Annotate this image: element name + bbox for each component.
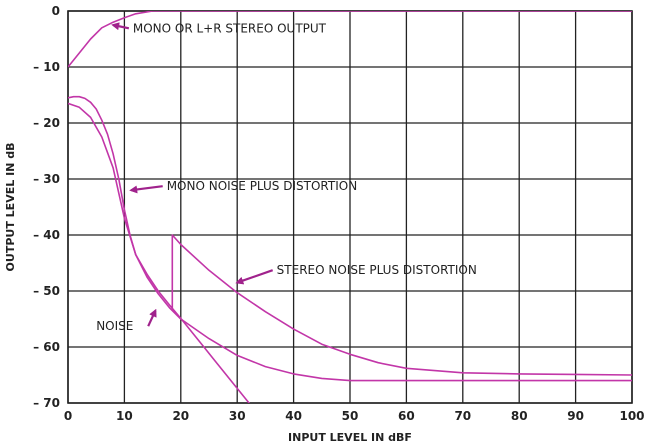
y-tick-label: – 50	[33, 284, 60, 298]
series-layer	[68, 11, 632, 403]
x-tick-label: 100	[619, 409, 644, 423]
series-line-2	[171, 234, 632, 376]
x-tick-label: 60	[398, 409, 415, 423]
series-line-1	[68, 95, 632, 382]
annotation-label: NOISE	[96, 319, 133, 333]
y-tick-label: – 40	[33, 228, 60, 242]
annotation-label: STEREO NOISE PLUS DISTORTION	[277, 263, 477, 277]
x-tick-label: 50	[342, 409, 359, 423]
annotation-arrow	[147, 308, 157, 327]
y-tick-label: – 70	[33, 396, 60, 410]
x-tick-label: 70	[454, 409, 471, 423]
tick-labels: 0 10 20 30 40 50 60 70 80 90 100 0 – 10 – 20 – 30 – 40 –…	[33, 4, 644, 423]
y-tick-label: – 20	[33, 116, 60, 130]
x-tick-label: 20	[172, 409, 189, 423]
series-line-0	[68, 11, 632, 68]
x-tick-label: 90	[567, 409, 584, 423]
annotation-label: MONO OR L+R STEREO OUTPUT	[133, 21, 327, 35]
y-tick-label: – 10	[33, 60, 60, 74]
y-axis-title: OUTPUT LEVEL IN dB	[4, 143, 17, 272]
annotations: MONO OR L+R STEREO OUTPUT MONO NOISE PLUS…	[96, 21, 477, 333]
annotation-label: MONO NOISE PLUS DISTORTION	[167, 179, 357, 193]
y-tick-label: – 30	[33, 172, 60, 186]
y-tick-label: – 60	[33, 340, 60, 354]
x-tick-label: 30	[229, 409, 246, 423]
annotation-arrow	[129, 185, 163, 194]
annotation-arrow	[111, 22, 130, 31]
x-axis-title: INPUT LEVEL IN dBF	[288, 431, 412, 444]
x-tick-label: 0	[64, 409, 72, 423]
x-tick-label: 10	[116, 409, 133, 423]
grid	[67, 10, 633, 404]
series-line-3	[68, 102, 251, 403]
annotation-arrow	[235, 269, 274, 285]
y-tick-label: 0	[52, 4, 60, 18]
x-tick-label: 80	[511, 409, 528, 423]
x-tick-label: 40	[285, 409, 302, 423]
